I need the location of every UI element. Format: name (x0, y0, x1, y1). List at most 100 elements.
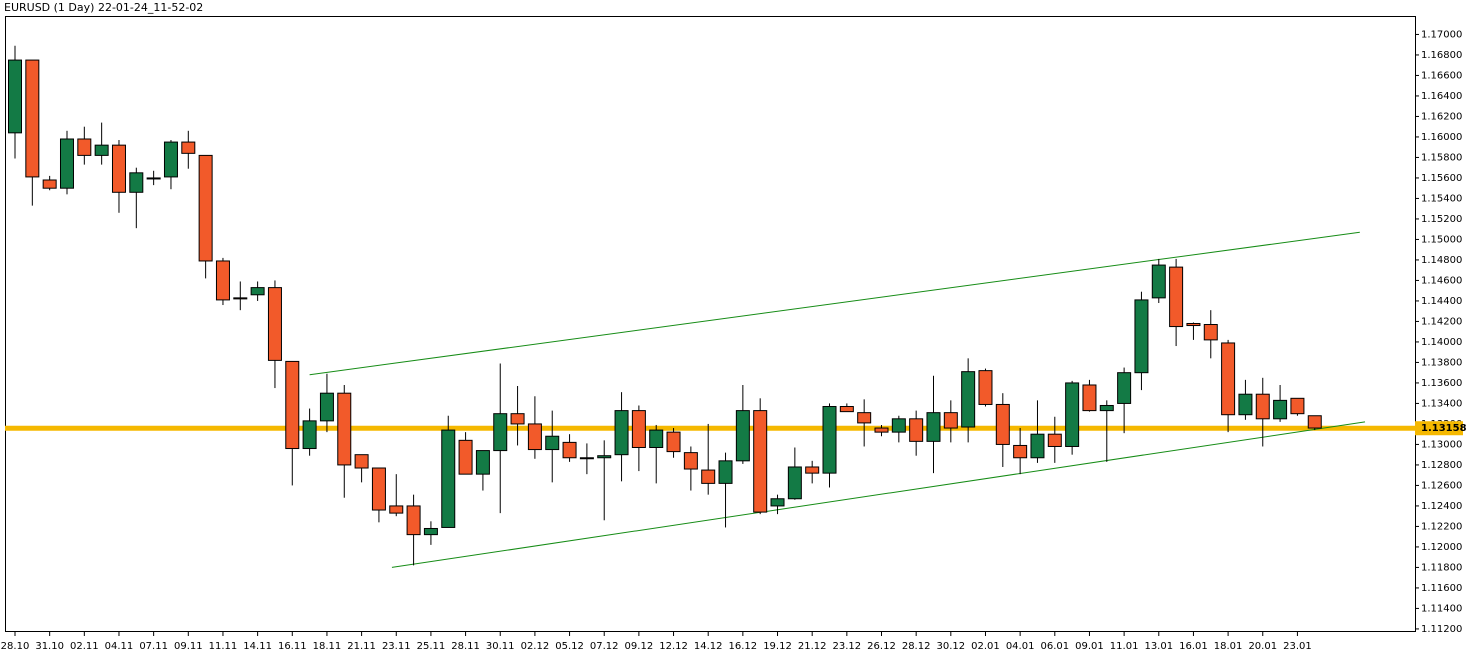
candle-body (891, 418, 906, 433)
candle-body (319, 392, 334, 422)
candle-body (1013, 444, 1028, 459)
y-tick-label: 1.13000 (1421, 439, 1462, 450)
candle-body (285, 360, 300, 450)
candle-body (510, 413, 525, 425)
candle-body (1186, 322, 1201, 327)
candle-body (1047, 433, 1062, 447)
y-tick-label: 1.13600 (1421, 378, 1462, 389)
x-tick-label: 14.11 (243, 641, 272, 652)
candle-body (822, 406, 837, 474)
plot-layer: 1.11200 1.11400 1.11600 1.11800 1.12000 1.122… (1, 29, 1463, 652)
y-tick-label: 1.16200 (1421, 111, 1462, 122)
x-tick-label: 11.11 (209, 641, 238, 652)
x-tick-label: 30.12 (936, 641, 965, 652)
candle-body (163, 141, 178, 178)
candle-body (1238, 393, 1253, 416)
candle-body (1134, 299, 1149, 374)
candle-body (909, 418, 924, 442)
y-tick-label: 1.13400 (1421, 398, 1462, 409)
y-tick-label: 1.15000 (1421, 234, 1462, 245)
candle-body (146, 177, 161, 180)
x-tick-label: 26.12 (867, 641, 896, 652)
candle-body (926, 412, 941, 442)
y-tick-label: 1.16600 (1421, 70, 1462, 81)
y-tick-label: 1.14600 (1421, 275, 1462, 286)
candle-body (371, 467, 386, 511)
candle-body (597, 455, 612, 459)
candle-body (423, 527, 438, 536)
x-tick-label: 16.12 (729, 641, 758, 652)
x-tick-label: 21.12 (798, 641, 827, 652)
y-tick-label: 1.14200 (1421, 316, 1462, 327)
x-tick-label: 09.11 (174, 641, 203, 652)
candle-body (1255, 393, 1270, 420)
y-tick-label: 1.16800 (1421, 50, 1462, 61)
x-tick-label: 30.11 (486, 641, 515, 652)
x-tick-label: 23.12 (833, 641, 862, 652)
candle-body (805, 466, 820, 474)
candle-body (406, 505, 421, 536)
candle-body (631, 410, 646, 449)
x-tick-label: 09.12 (625, 641, 654, 652)
x-tick-label: 13.01 (1144, 641, 1173, 652)
x-tick-label: 20.01 (1248, 641, 1277, 652)
y-tick-label: 1.11200 (1421, 624, 1462, 635)
candle-body (25, 59, 40, 178)
candle-body (614, 410, 629, 456)
x-tick-label: 05.12 (555, 641, 584, 652)
x-tick-label: 23.11 (382, 641, 411, 652)
candle-body (1203, 324, 1218, 341)
y-tick-label: 1.13800 (1421, 357, 1462, 368)
candle-body (1099, 404, 1114, 412)
x-tick-label: 21.11 (347, 641, 376, 652)
candle-body (1169, 266, 1184, 328)
candle-body (181, 141, 196, 154)
candle-body (94, 144, 109, 156)
candle-body (961, 371, 976, 428)
x-tick-label: 16.11 (278, 641, 307, 652)
candle-body (129, 172, 144, 193)
candle-body (579, 457, 594, 460)
candle-body (1273, 399, 1288, 420)
y-tick-label: 1.11400 (1421, 603, 1462, 614)
x-tick-label: 12.12 (659, 641, 688, 652)
candle-body (1082, 384, 1097, 412)
y-tick-label: 1.16000 (1421, 132, 1462, 143)
candle-body (302, 420, 317, 450)
x-tick-label: 31.10 (35, 641, 64, 652)
candle-body (718, 460, 733, 484)
candle-body (1030, 433, 1045, 459)
candle-body (995, 403, 1010, 445)
x-tick-label: 02.12 (521, 641, 550, 652)
candle-body (649, 429, 664, 449)
candle-body (1307, 415, 1322, 429)
x-tick-label: 06.01 (1040, 641, 1069, 652)
plot-frame (5, 16, 1416, 632)
y-tick-label: 1.12800 (1421, 460, 1462, 471)
candle-body (1065, 382, 1080, 447)
price-label-bg (1415, 421, 1463, 436)
y-tick-label: 1.11600 (1421, 583, 1462, 594)
candle-body (978, 370, 993, 405)
y-tick-label: 1.12400 (1421, 501, 1462, 512)
x-tick-label: 02.01 (971, 641, 1000, 652)
x-tick-label: 04.01 (1006, 641, 1035, 652)
y-tick-label: 1.14800 (1421, 255, 1462, 266)
x-tick-label: 18.11 (313, 641, 342, 652)
x-tick-label: 25.11 (417, 641, 446, 652)
candle-body (943, 412, 958, 429)
candle-body (250, 287, 265, 296)
y-tick-label: 1.12600 (1421, 480, 1462, 491)
x-tick-label: 02.11 (70, 641, 99, 652)
x-tick-label: 07.12 (590, 641, 619, 652)
y-tick-label: 1.14000 (1421, 337, 1462, 348)
candle-body (753, 410, 768, 513)
x-tick-label: 11.01 (1110, 641, 1139, 652)
candle-body (59, 138, 74, 189)
y-tick-label: 1.17000 (1421, 29, 1462, 40)
x-tick-label: 23.01 (1283, 641, 1312, 652)
candle-body (874, 427, 889, 433)
candle-body (1151, 264, 1166, 299)
candle-body (198, 154, 213, 262)
candle-body (683, 452, 698, 470)
